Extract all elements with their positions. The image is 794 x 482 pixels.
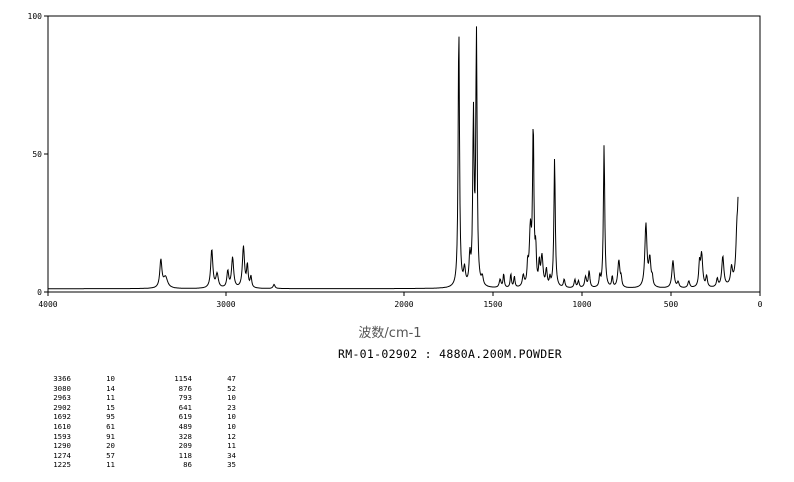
- peak-intensity: 61: [106, 421, 115, 431]
- peak-intensity: 15: [106, 402, 115, 412]
- peak-wavenumber: 1274: [53, 450, 71, 460]
- peak-wavenumber: 1610: [53, 421, 71, 431]
- peak-row: 3366 10: [47, 374, 115, 384]
- peak-row: 876 52: [168, 384, 236, 394]
- x-tick-label: 3000: [216, 300, 235, 309]
- peak-row: 1692 95: [47, 412, 115, 422]
- peak-wavenumber: 328: [178, 431, 192, 441]
- peak-row: 2963 11: [47, 393, 115, 403]
- plot-frame: [47, 15, 761, 293]
- peak-intensity: 11: [106, 393, 115, 403]
- peak-wavenumber: 1290: [53, 441, 71, 451]
- spectrum-line: [48, 26, 739, 290]
- peak-wavenumber: 118: [178, 450, 192, 460]
- x-tick-label: 1500: [483, 300, 502, 309]
- peak-row: 3080 14: [47, 384, 115, 394]
- x-tick-label: 2000: [394, 300, 413, 309]
- peak-row: 328 12: [168, 432, 236, 442]
- peak-intensity: 34: [227, 450, 236, 460]
- peak-wavenumber: 489: [178, 421, 192, 431]
- sample-label: RM-01-02902 : 4880A.200M.POWDER: [338, 347, 562, 361]
- peak-row: 489 10: [168, 422, 236, 432]
- peak-intensity: 91: [106, 431, 115, 441]
- peak-row: 1225 11: [47, 460, 115, 470]
- peak-wavenumber: 86: [183, 460, 192, 470]
- peak-intensity: 10: [227, 393, 236, 403]
- peak-intensity: 20: [106, 441, 115, 451]
- x-tick-label: 500: [664, 300, 679, 309]
- peak-wavenumber: 793: [178, 393, 192, 403]
- x-tick-label: 0: [758, 300, 763, 309]
- peak-intensity: 10: [227, 412, 236, 422]
- peak-intensity: 57: [106, 450, 115, 460]
- peak-row: 641 23: [168, 403, 236, 413]
- peak-intensity: 14: [106, 383, 115, 393]
- peak-row: 118 34: [168, 451, 236, 461]
- peak-intensity: 47: [227, 374, 236, 383]
- peak-row: 1610 61: [47, 422, 115, 432]
- peak-wavenumber: 876: [178, 383, 192, 393]
- y-tick-label: 0: [37, 288, 42, 297]
- peak-intensity: 35: [227, 460, 236, 470]
- peak-wavenumber: 1154: [174, 374, 192, 383]
- x-tick-label: 4000: [38, 300, 57, 309]
- peak-wavenumber: 1225: [53, 460, 71, 470]
- peak-wavenumber: 1692: [53, 412, 71, 422]
- peak-intensity: 12: [227, 431, 236, 441]
- y-tick-label: 100: [28, 12, 43, 21]
- peak-wavenumber: 3080: [53, 383, 71, 393]
- peak-intensity: 11: [106, 460, 115, 470]
- peak-row: 1274 57: [47, 451, 115, 461]
- peak-row: 1154 47: [168, 374, 236, 384]
- peak-wavenumber: 2963: [53, 393, 71, 403]
- peak-intensity: 95: [106, 412, 115, 422]
- peak-wavenumber: 1593: [53, 431, 71, 441]
- peak-row: 86 35: [168, 460, 236, 470]
- peak-row: 619 10: [168, 412, 236, 422]
- peak-row: 2902 15: [47, 403, 115, 413]
- peak-row: 209 11: [168, 441, 236, 451]
- peak-row: 793 10: [168, 393, 236, 403]
- x-axis-title: 波数/cm-1: [358, 326, 422, 341]
- y-tick-label: 50: [32, 150, 42, 159]
- peak-table-right: 1154 47 876 52 793 10 641 23 619 10 489 10 328 12 209 1…: [168, 374, 236, 470]
- peak-table-left: 3366 10 3080 14 2963 11 2902 15 1692 95 1610 61 1593…: [47, 374, 115, 470]
- peak-intensity: 10: [227, 421, 236, 431]
- peak-intensity: 10: [106, 374, 115, 383]
- peak-intensity: 23: [227, 402, 236, 412]
- peak-intensity: 52: [227, 383, 236, 393]
- peak-wavenumber: 641: [178, 402, 192, 412]
- peak-row: 1593 91: [47, 432, 115, 442]
- x-tick-label: 1000: [572, 300, 591, 309]
- peak-wavenumber: 209: [178, 441, 192, 451]
- peak-row: 1290 20: [47, 441, 115, 451]
- peak-wavenumber: 2902: [53, 402, 71, 412]
- peak-wavenumber: 3366: [53, 374, 71, 383]
- peak-wavenumber: 619: [178, 412, 192, 422]
- peak-intensity: 11: [227, 441, 236, 451]
